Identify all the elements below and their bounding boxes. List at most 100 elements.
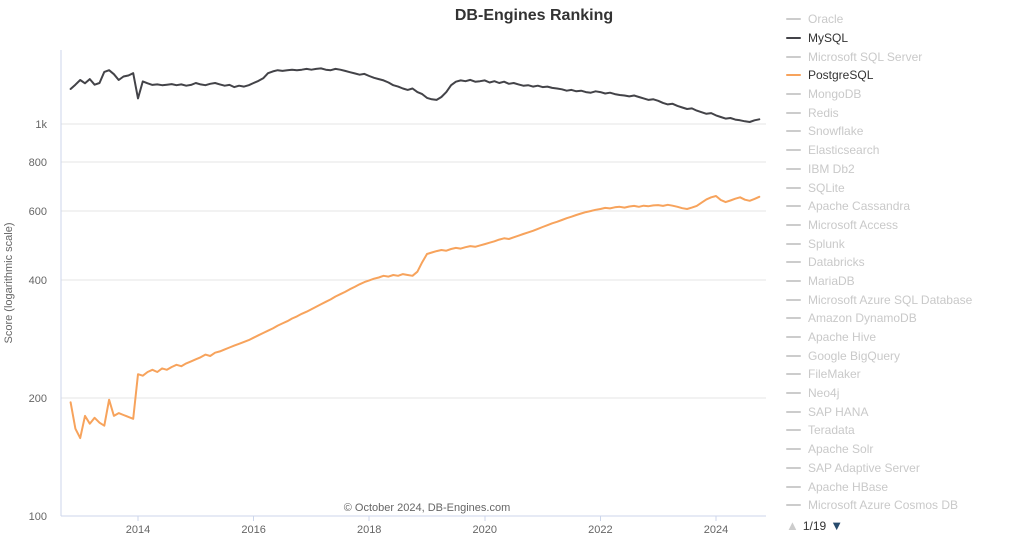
legend-item-label: Apache Hive [808,330,877,345]
legend-swatch-microsoft-azure-sql-database [786,298,801,301]
legend-item-label: MariaDB [808,273,855,288]
legend-swatch-neo4j [786,392,801,395]
legend-swatch-redis [786,111,801,114]
legend-item-label: Oracle [808,12,844,27]
legend-swatch-snowflake [786,130,801,133]
legend-swatch-microsoft-access [786,223,801,226]
legend-item-label: Microsoft SQL Server [808,49,923,64]
legend-item-mysql[interactable]: MySQL [786,29,972,48]
legend-item-label: Google BigQuery [808,348,901,363]
legend-swatch-sap-adaptive-server [786,466,801,469]
legend-item-label: Amazon DynamoDB [808,311,917,326]
x-tick-label: 2016 [241,524,265,536]
legend-item-sap-adaptive-server[interactable]: SAP Adaptive Server [786,459,972,478]
legend-item-ibm-db2[interactable]: IBM Db2 [786,160,972,179]
pager-up-icon[interactable]: ▲ [786,518,799,533]
legend-item-label: Databricks [808,255,865,270]
legend-item-oracle[interactable]: Oracle [786,10,972,29]
legend-swatch-amazon-dynamodb [786,317,801,320]
legend-item-label: MySQL [808,31,849,46]
legend-item-neo4j[interactable]: Neo4j [786,384,972,403]
legend-swatch-mongodb [786,93,801,96]
legend-item-mongodb[interactable]: MongoDB [786,85,972,104]
legend-item-label: Redis [808,105,839,120]
x-tick-label: 2020 [473,524,497,536]
legend-item-label: Apache Cassandra [808,199,911,214]
legend-item-label: Elasticsearch [808,143,880,158]
legend-item-label: Teradata [808,423,855,438]
legend-item-label: Microsoft Access [808,217,899,232]
legend-item-sap-hana[interactable]: SAP HANA [786,402,972,421]
legend-item-google-bigquery[interactable]: Google BigQuery [786,346,972,365]
legend-item-microsoft-sql-server[interactable]: Microsoft SQL Server [786,47,972,66]
y-tick-label: 1k [35,119,47,131]
legend: Oracle MySQL Microsoft SQL Server PostgreSQ… [786,10,972,515]
legend-item-label: Apache HBase [808,479,889,494]
legend-swatch-apache-hbase [786,485,801,488]
legend-item-microsoft-azure-sql-database[interactable]: Microsoft Azure SQL Database [786,290,972,309]
legend-swatch-oracle [786,18,801,21]
legend-swatch-sap-hana [786,410,801,413]
legend-item-microsoft-access[interactable]: Microsoft Access [786,216,972,235]
chart-credit: © October 2024, DB-Engines.com [344,502,510,514]
legend-swatch-microsoft-azure-cosmos-db [786,504,801,507]
legend-item-label: SQLite [808,180,845,195]
pager-page-indicator: 1/19 [802,518,827,533]
legend-swatch-mariadb [786,279,801,282]
chart-plot-area: 1k 800 600 400 200 100 2014 2016 2018 2020 2022 202… [3,50,766,536]
legend-item-label: PostgreSQL [808,68,874,83]
y-tick-label: 800 [29,157,47,169]
legend-swatch-sqlite [786,186,801,189]
x-tick-label: 2018 [357,524,381,536]
legend-item-label: IBM Db2 [808,161,855,176]
legend-item-label: FileMaker [808,367,861,382]
legend-item-redis[interactable]: Redis [786,103,972,122]
chart-title: DB-Engines Ranking [454,7,614,24]
legend-swatch-splunk [786,242,801,245]
y-axis-title: Score (logarithmic scale) [3,222,15,343]
legend-item-microsoft-azure-cosmos-db[interactable]: Microsoft Azure Cosmos DB [786,496,972,515]
legend-swatch-postgresql [786,74,801,77]
legend-item-apache-cassandra[interactable]: Apache Cassandra [786,197,972,216]
series-line-postgresql[interactable] [69,195,761,440]
legend-item-amazon-dynamodb[interactable]: Amazon DynamoDB [786,309,972,328]
y-tick-label: 600 [29,206,47,218]
legend-item-label: Splunk [808,236,845,251]
legend-swatch-apache-cassandra [786,205,801,208]
legend-swatch-databricks [786,261,801,264]
legend-item-label: MongoDB [808,87,862,102]
legend-item-mariadb[interactable]: MariaDB [786,272,972,291]
legend-swatch-google-bigquery [786,354,801,357]
legend-item-label: Microsoft Azure Cosmos DB [808,498,959,513]
legend-swatch-teradata [786,429,801,432]
legend-item-databricks[interactable]: Databricks [786,253,972,272]
legend-item-snowflake[interactable]: Snowflake [786,122,972,141]
x-tick-label: 2024 [704,524,728,536]
y-tick-label: 400 [29,275,47,287]
legend-item-label: SAP HANA [808,404,869,419]
legend-swatch-filemaker [786,373,801,376]
y-tick-label: 200 [29,393,47,405]
legend-swatch-apache-solr [786,448,801,451]
pager-down-icon[interactable]: ▼ [830,518,844,533]
legend-item-apache-hbase[interactable]: Apache HBase [786,477,972,496]
legend-item-teradata[interactable]: Teradata [786,421,972,440]
legend-item-label: Snowflake [808,124,864,139]
legend-swatch-elasticsearch [786,149,801,152]
legend-item-apache-solr[interactable]: Apache Solr [786,440,972,459]
series-line-mysql[interactable] [69,67,761,123]
legend-item-splunk[interactable]: Splunk [786,234,972,253]
legend-item-label: Microsoft Azure SQL Database [808,292,973,307]
legend-item-filemaker[interactable]: FileMaker [786,365,972,384]
legend-item-apache-hive[interactable]: Apache Hive [786,328,972,347]
x-tick-label: 2022 [588,524,612,536]
y-tick-label: 100 [29,511,47,523]
legend-item-label: Neo4j [808,386,840,401]
legend-item-label: SAP Adaptive Server [808,460,920,475]
legend-item-sqlite[interactable]: SQLite [786,178,972,197]
x-tick-label: 2014 [126,524,150,536]
legend-item-elasticsearch[interactable]: Elasticsearch [786,141,972,160]
legend-swatch-mysql [786,37,801,40]
legend-item-postgresql[interactable]: PostgreSQL [786,66,972,85]
